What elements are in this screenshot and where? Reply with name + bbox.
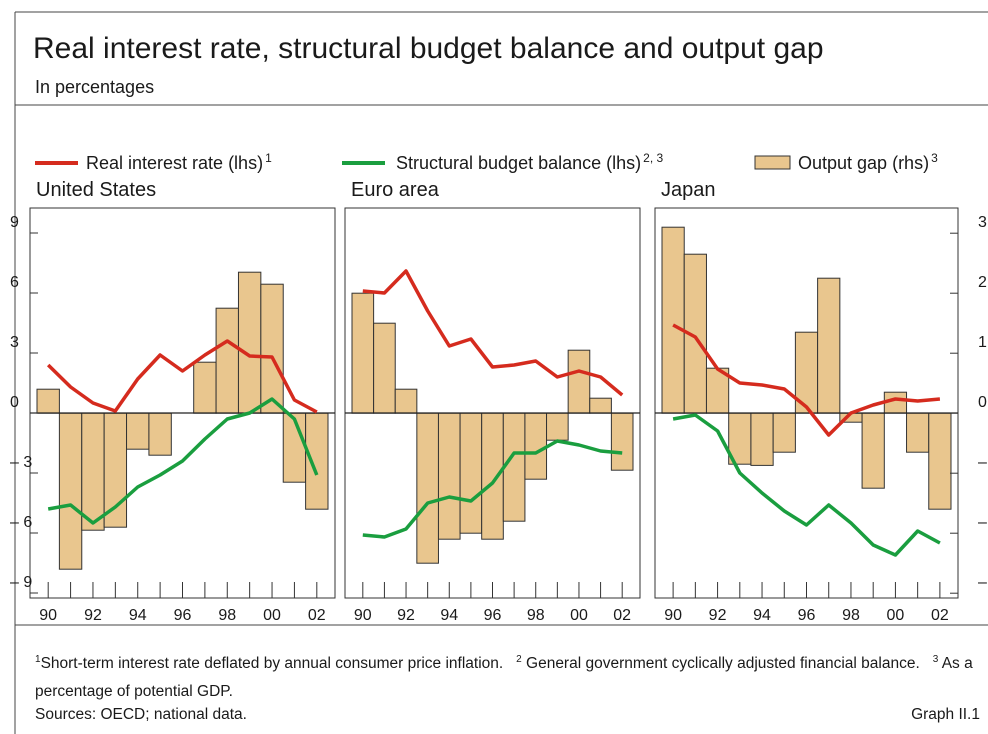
bar <box>394 388 418 414</box>
bar <box>928 412 952 510</box>
x-tick-label: 90 <box>39 607 57 624</box>
bar <box>610 412 634 471</box>
bar <box>524 412 548 480</box>
legend-name: Real interest rate (lhs) <box>86 153 263 173</box>
line <box>672 413 941 557</box>
bar <box>481 412 504 540</box>
bar <box>437 412 461 540</box>
x-tick-label: 00 <box>570 607 588 624</box>
bar <box>58 412 83 570</box>
panel-title: Euro area <box>351 179 440 201</box>
x-tick-label: 96 <box>484 607 502 624</box>
bar <box>817 277 841 414</box>
legend-note: 2, 3 <box>643 151 663 165</box>
y-tick-label: 0 <box>10 394 19 411</box>
y2-tick-label: – 2 <box>978 514 988 531</box>
line <box>672 323 941 437</box>
bar <box>81 412 105 531</box>
legend-name: Structural budget balance (lhs) <box>396 153 641 173</box>
line <box>362 269 624 397</box>
graph-id: Graph II.1 <box>911 706 980 723</box>
x-tick-label: 96 <box>174 607 192 624</box>
x-tick-label: 96 <box>798 607 816 624</box>
chart-title: Real interest rate, structural budget ba… <box>33 32 824 65</box>
x-tick-label: 94 <box>440 607 458 624</box>
line <box>46 339 318 414</box>
bar <box>36 388 60 414</box>
legend-name: Output gap (rhs) <box>798 153 929 173</box>
bar <box>416 412 439 564</box>
bar <box>459 412 483 534</box>
legend-note: 1 <box>265 151 272 165</box>
line <box>362 439 623 539</box>
y-tick-label: – 3 <box>10 454 32 471</box>
footnote: General government cyclically adjusted f… <box>526 655 920 673</box>
x-tick-label: 90 <box>354 607 372 624</box>
bar <box>351 292 375 414</box>
bar <box>215 307 239 414</box>
footnote-mark: 2 <box>516 654 522 665</box>
bar <box>148 412 172 456</box>
bar <box>772 412 796 453</box>
bar <box>126 412 150 450</box>
x-tick-label: 94 <box>129 607 147 624</box>
footnote: Short-term interest rate deflated by ann… <box>40 655 504 673</box>
legend-label: Real interest rate (lhs) 1 <box>86 151 272 173</box>
x-tick-label: 02 <box>613 607 631 624</box>
y-tick-label: 3 <box>10 334 19 351</box>
bar <box>861 412 885 489</box>
legend-swatch <box>754 155 791 170</box>
x-tick-label: 92 <box>84 607 102 624</box>
bar <box>502 412 526 522</box>
y2-tick-label: 2 <box>978 274 987 291</box>
bar <box>567 349 591 414</box>
line <box>47 397 319 525</box>
y-tick-label: – 6 <box>10 514 32 531</box>
x-tick-label: 00 <box>263 607 281 624</box>
y-tick-label: – 9 <box>10 574 32 591</box>
footnote-mark: 1 <box>35 654 41 665</box>
bar <box>373 322 396 414</box>
y-tick-label: 6 <box>10 274 19 291</box>
y-tick-label: 9 <box>10 214 19 231</box>
panel-title: Japan <box>661 179 716 201</box>
x-tick-label: 98 <box>842 607 860 624</box>
x-tick-label: 90 <box>664 607 682 624</box>
x-tick-label: 00 <box>887 607 905 624</box>
footnotes: 1Short-term interest rate deflated by an… <box>35 646 985 706</box>
bar <box>906 412 930 453</box>
legend-label: Output gap (rhs) 3 <box>798 151 938 173</box>
bar <box>589 397 612 414</box>
panel-title: United States <box>36 179 156 201</box>
x-tick-label: 02 <box>931 607 949 624</box>
bar <box>750 412 774 466</box>
x-tick-label: 98 <box>218 607 236 624</box>
bar <box>193 361 217 414</box>
x-tick-label: 92 <box>397 607 415 624</box>
bar <box>546 412 569 441</box>
bar <box>661 226 685 414</box>
y2-tick-label: 0 <box>978 394 987 411</box>
bar <box>305 412 329 510</box>
legend-note: 3 <box>931 151 938 165</box>
y2-tick-label: – 3 <box>978 574 988 591</box>
sources: Sources: OECD; national data. <box>35 706 247 723</box>
legend-label: Structural budget balance (lhs) 2, 3 <box>396 151 663 173</box>
bar <box>237 271 262 414</box>
chart-subtitle: In percentages <box>35 77 154 97</box>
x-tick-label: 92 <box>709 607 727 624</box>
y2-tick-label: 1 <box>978 334 987 351</box>
x-tick-label: 98 <box>527 607 545 624</box>
x-tick-label: 02 <box>308 607 326 624</box>
bar <box>103 412 128 528</box>
bar <box>260 283 284 414</box>
footnote: As a percentage of potential GDP. <box>35 655 973 701</box>
y2-tick-label: 3 <box>978 214 987 231</box>
footnote-mark: 3 <box>932 654 939 665</box>
x-tick-label: 94 <box>753 607 771 624</box>
y2-tick-label: – 1 <box>978 454 988 471</box>
